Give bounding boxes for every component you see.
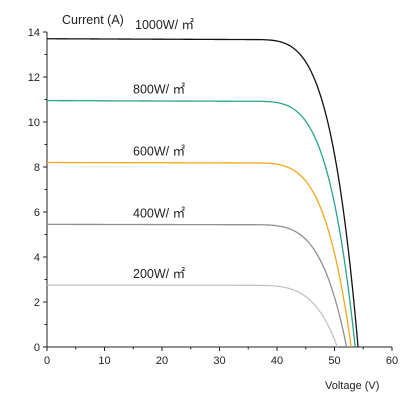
y-tick-label: 12 xyxy=(28,72,40,84)
y-tick-label: 14 xyxy=(28,27,40,39)
x-tick-label: 40 xyxy=(271,355,283,367)
y-tick-label: 4 xyxy=(34,252,40,264)
x-axis-title: Voltage (V) xyxy=(325,380,379,392)
series-label: 800W/ ㎡ xyxy=(133,83,186,97)
series-label: 400W/ ㎡ xyxy=(133,206,186,220)
axes: 0 10 20 30 40 50 60 0 2 4 6 8 10 12 14 xyxy=(28,27,398,367)
y-tick-label: 2 xyxy=(34,297,40,309)
curve-labels: 1000W/ ㎡ 800W/ ㎡ 600W/ ㎡ 400W/ ㎡ 200W/ ㎡ xyxy=(133,18,195,281)
series-line xyxy=(46,38,359,348)
y-tick-label: 8 xyxy=(34,162,40,174)
curves xyxy=(46,38,359,348)
y-tick-label: 6 xyxy=(34,207,40,219)
x-tick-label: 60 xyxy=(386,355,398,367)
y-axis-title: Current (A) xyxy=(62,13,124,27)
x-tick-label: 10 xyxy=(98,355,110,367)
x-tick-label: 30 xyxy=(213,355,225,367)
series-line xyxy=(47,223,348,348)
x-tick-label: 20 xyxy=(156,355,168,367)
x-tick-label: 0 xyxy=(44,355,50,367)
series-line xyxy=(47,284,338,348)
series-line xyxy=(47,99,356,348)
series-label: 200W/ ㎡ xyxy=(133,267,186,281)
series-label: 1000W/ ㎡ xyxy=(135,18,195,32)
y-tick-label: 10 xyxy=(28,117,40,129)
x-tick-label: 50 xyxy=(328,355,340,367)
y-tick-label: 0 xyxy=(34,342,40,354)
series-label: 600W/ ㎡ xyxy=(133,145,186,159)
series-line xyxy=(46,161,352,348)
